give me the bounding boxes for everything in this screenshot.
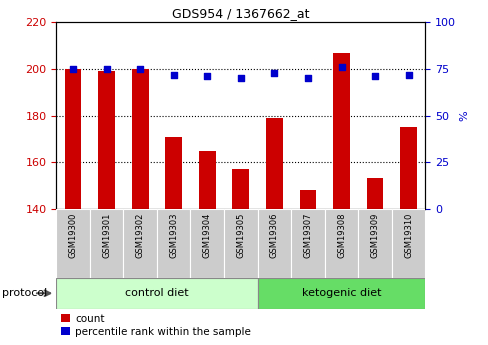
Text: GSM19305: GSM19305 bbox=[236, 212, 245, 258]
Point bbox=[203, 74, 211, 79]
Bar bbox=[56, 278, 257, 309]
Text: control diet: control diet bbox=[125, 288, 188, 298]
Bar bbox=[391, 209, 425, 278]
Point bbox=[169, 72, 177, 77]
Bar bbox=[123, 209, 157, 278]
Bar bbox=[131, 69, 148, 209]
Text: GSM19300: GSM19300 bbox=[68, 212, 78, 258]
Text: GSM19301: GSM19301 bbox=[102, 212, 111, 258]
Text: GSM19308: GSM19308 bbox=[336, 212, 346, 258]
Text: GSM19302: GSM19302 bbox=[135, 212, 144, 258]
Bar bbox=[224, 209, 257, 278]
Bar bbox=[56, 209, 90, 278]
Bar bbox=[400, 127, 416, 209]
Point bbox=[102, 66, 110, 72]
Text: GSM19304: GSM19304 bbox=[203, 212, 211, 258]
Bar bbox=[64, 69, 81, 209]
Bar bbox=[157, 209, 190, 278]
Bar bbox=[290, 209, 324, 278]
Bar bbox=[265, 118, 282, 209]
Text: GSM19310: GSM19310 bbox=[403, 212, 412, 258]
Text: ketogenic diet: ketogenic diet bbox=[301, 288, 381, 298]
Bar bbox=[165, 137, 182, 209]
Bar bbox=[257, 278, 425, 309]
Text: GSM19307: GSM19307 bbox=[303, 212, 312, 258]
Title: GDS954 / 1367662_at: GDS954 / 1367662_at bbox=[172, 7, 309, 20]
Point bbox=[69, 66, 77, 72]
Point bbox=[304, 76, 311, 81]
Text: GSM19306: GSM19306 bbox=[269, 212, 278, 258]
Text: GSM19303: GSM19303 bbox=[169, 212, 178, 258]
Bar bbox=[257, 209, 290, 278]
Bar bbox=[299, 190, 316, 209]
Y-axis label: %: % bbox=[458, 110, 468, 121]
Bar bbox=[232, 169, 249, 209]
Bar bbox=[324, 209, 358, 278]
Text: GSM19309: GSM19309 bbox=[370, 212, 379, 258]
Point bbox=[270, 70, 278, 76]
Point bbox=[236, 76, 244, 81]
Text: protocol: protocol bbox=[2, 288, 48, 298]
Point bbox=[136, 66, 144, 72]
Bar bbox=[90, 209, 123, 278]
Bar bbox=[366, 178, 383, 209]
Point bbox=[370, 74, 378, 79]
Bar bbox=[332, 53, 349, 209]
Point bbox=[337, 65, 345, 70]
Point bbox=[404, 72, 412, 77]
Bar bbox=[199, 150, 215, 209]
Bar bbox=[190, 209, 224, 278]
Legend: count, percentile rank within the sample: count, percentile rank within the sample bbox=[61, 314, 250, 337]
Bar bbox=[358, 209, 391, 278]
Bar bbox=[98, 71, 115, 209]
